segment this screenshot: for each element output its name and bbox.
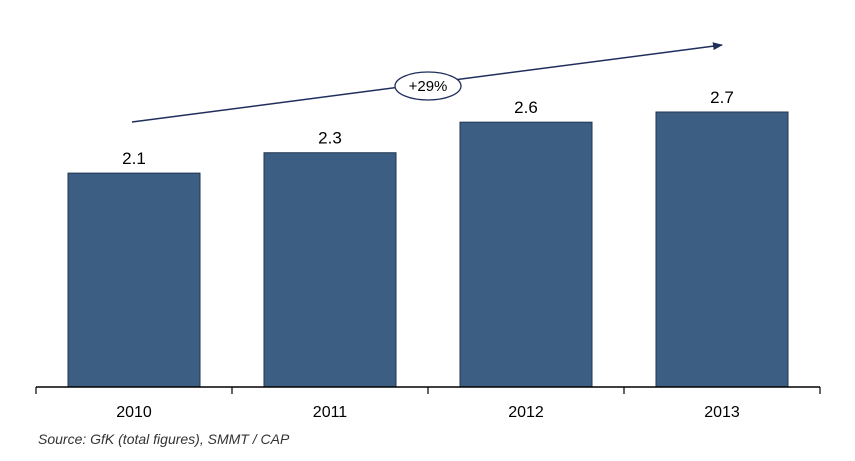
bars-group (67, 111, 789, 388)
value-label-2013: 2.7 (710, 88, 734, 107)
x-tick-label-2012: 2012 (508, 404, 544, 421)
bar-2011 (263, 152, 397, 388)
growth-annotation-text: +29% (409, 78, 448, 95)
value-label-2012: 2.6 (514, 98, 538, 117)
bar-2012 (459, 121, 593, 388)
value-labels-group: 2.1 2.3 2.6 2.7 (122, 88, 734, 168)
x-axis-ticks (35, 387, 821, 394)
x-tick-label-2013: 2013 (704, 404, 740, 421)
x-tick-label-2011: 2011 (313, 404, 348, 421)
source-note: Source: GfK (total figures), SMMT / CAP (38, 431, 290, 447)
value-label-2011: 2.3 (318, 129, 342, 148)
bar-2013 (655, 111, 789, 388)
x-axis-tick-labels: 2010 2011 2012 2013 (116, 404, 740, 421)
value-label-2010: 2.1 (122, 149, 146, 168)
x-tick-label-2010: 2010 (116, 404, 152, 421)
bar-2010 (67, 172, 201, 388)
growth-annotation-ellipse (394, 71, 462, 101)
